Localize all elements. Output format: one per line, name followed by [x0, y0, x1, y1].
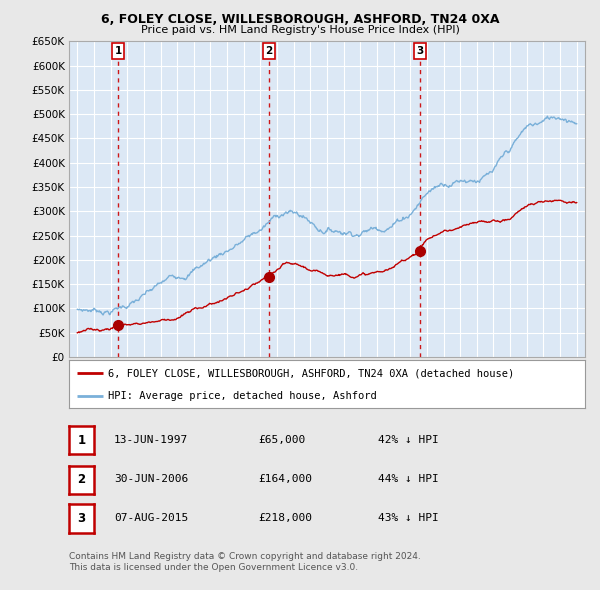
Text: 2: 2: [265, 46, 272, 56]
Text: 13-JUN-1997: 13-JUN-1997: [114, 435, 188, 444]
Text: Contains HM Land Registry data © Crown copyright and database right 2024.: Contains HM Land Registry data © Crown c…: [69, 552, 421, 560]
Text: 44% ↓ HPI: 44% ↓ HPI: [378, 474, 439, 484]
Text: 3: 3: [416, 46, 424, 56]
Text: 42% ↓ HPI: 42% ↓ HPI: [378, 435, 439, 444]
Text: HPI: Average price, detached house, Ashford: HPI: Average price, detached house, Ashf…: [108, 391, 376, 401]
Text: Price paid vs. HM Land Registry's House Price Index (HPI): Price paid vs. HM Land Registry's House …: [140, 25, 460, 35]
Text: £164,000: £164,000: [258, 474, 312, 484]
Text: 30-JUN-2006: 30-JUN-2006: [114, 474, 188, 484]
Text: 6, FOLEY CLOSE, WILLESBOROUGH, ASHFORD, TN24 0XA (detached house): 6, FOLEY CLOSE, WILLESBOROUGH, ASHFORD, …: [108, 368, 514, 378]
Text: £218,000: £218,000: [258, 513, 312, 523]
Text: 6, FOLEY CLOSE, WILLESBOROUGH, ASHFORD, TN24 0XA: 6, FOLEY CLOSE, WILLESBOROUGH, ASHFORD, …: [101, 13, 499, 26]
Text: 43% ↓ HPI: 43% ↓ HPI: [378, 513, 439, 523]
Text: 2: 2: [77, 473, 86, 486]
Text: 07-AUG-2015: 07-AUG-2015: [114, 513, 188, 523]
Text: £65,000: £65,000: [258, 435, 305, 444]
Text: 1: 1: [115, 46, 122, 56]
Text: This data is licensed under the Open Government Licence v3.0.: This data is licensed under the Open Gov…: [69, 563, 358, 572]
Text: 3: 3: [77, 512, 86, 525]
Text: 1: 1: [77, 434, 86, 447]
